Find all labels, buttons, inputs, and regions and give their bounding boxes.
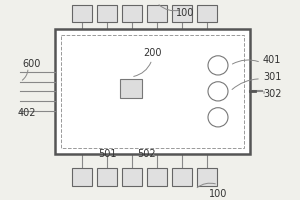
Bar [147, 168, 167, 186]
Bar [72, 168, 92, 186]
Bar [97, 5, 117, 22]
Text: 100: 100 [176, 8, 194, 18]
Bar [122, 5, 142, 22]
Text: 401: 401 [263, 55, 281, 65]
Bar [72, 5, 92, 22]
Bar [197, 168, 217, 186]
Text: 501: 501 [98, 149, 116, 159]
Text: 502: 502 [138, 149, 156, 159]
Bar [197, 5, 217, 22]
Text: 301: 301 [263, 72, 281, 82]
Bar [120, 79, 142, 98]
Bar [122, 168, 142, 186]
Bar [172, 5, 192, 22]
Bar [172, 168, 192, 186]
Text: 402: 402 [18, 108, 37, 118]
Bar [55, 29, 250, 154]
Bar [61, 35, 244, 148]
Bar [147, 5, 167, 22]
Text: 600: 600 [22, 59, 40, 69]
Bar [97, 168, 117, 186]
Text: 100: 100 [209, 189, 227, 199]
Text: 200: 200 [143, 48, 161, 58]
Text: 302: 302 [263, 89, 281, 99]
